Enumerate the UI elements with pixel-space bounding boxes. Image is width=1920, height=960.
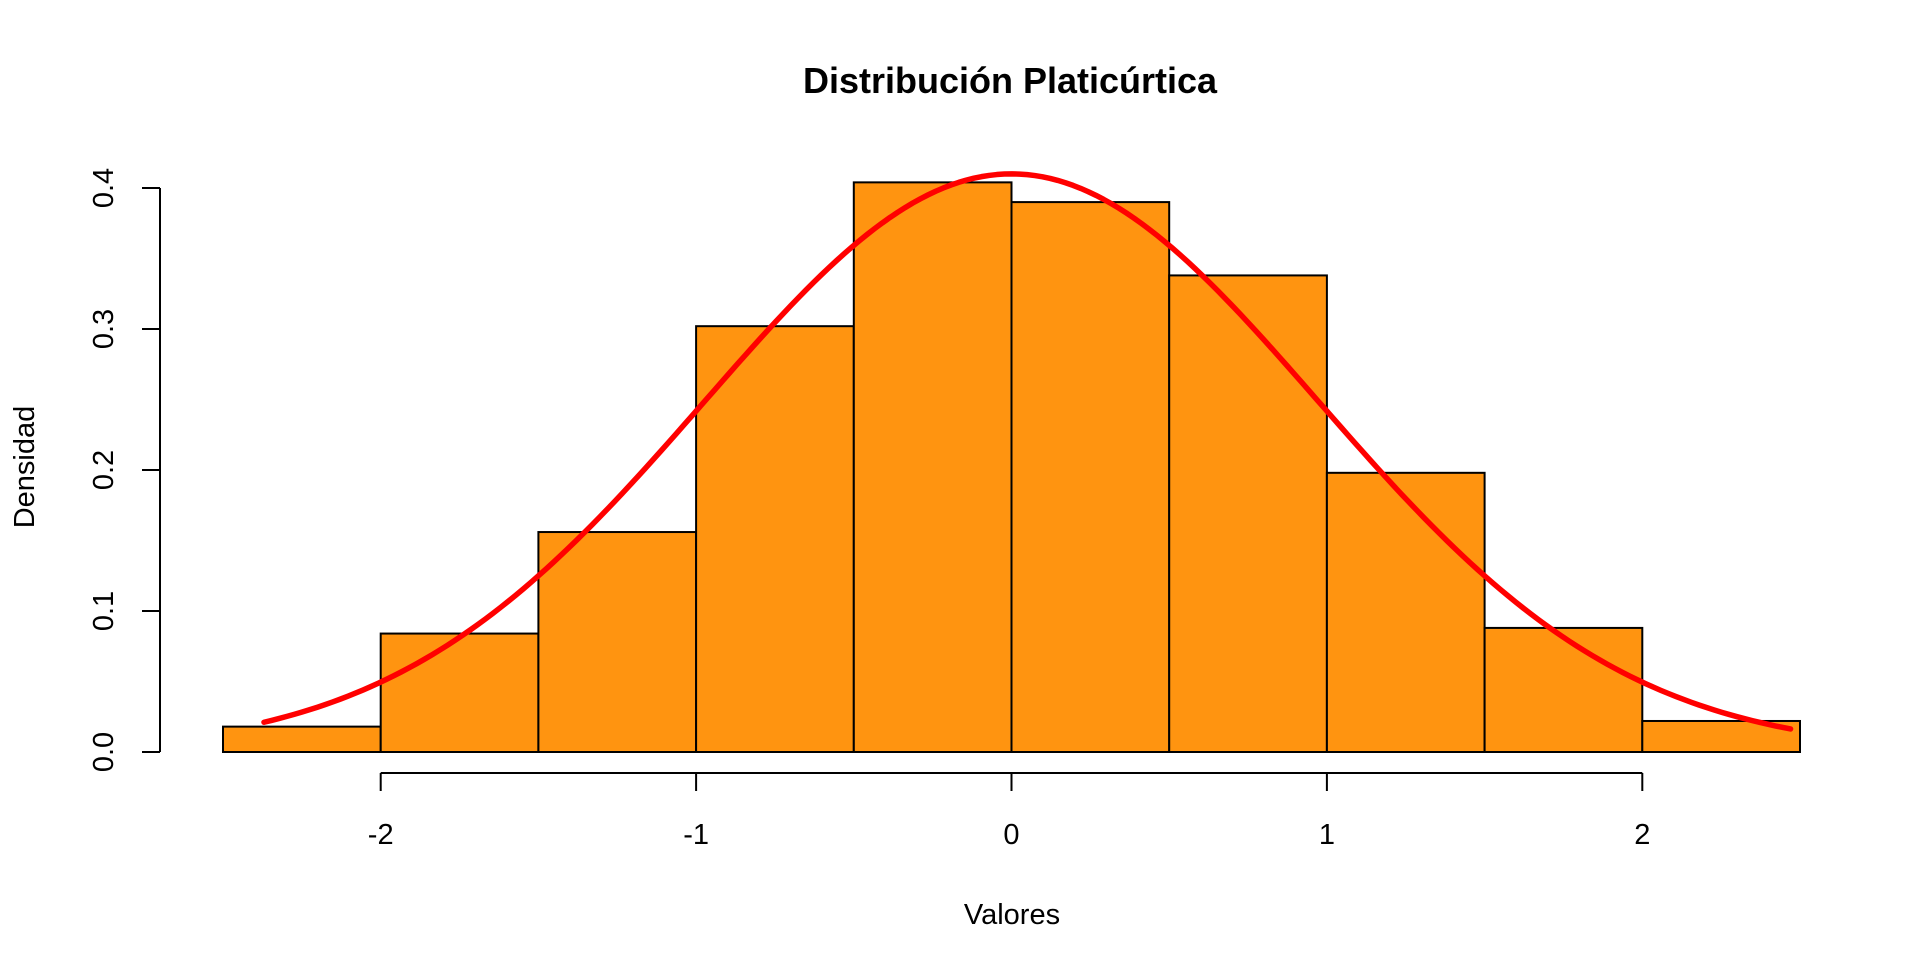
- histogram-bar: [1325, 471, 1486, 753]
- chart-title: Distribución Platicúrtica: [803, 60, 1218, 101]
- x-tick-label: 0: [1003, 819, 1019, 851]
- histogram-bar: [852, 181, 1013, 754]
- histogram-bar: [222, 725, 382, 753]
- density-curve: [261, 171, 1794, 732]
- y-tick-label: 0.1: [88, 591, 120, 631]
- x-tick-label: 2: [1634, 819, 1650, 851]
- y-tick-label: 0.2: [88, 450, 120, 490]
- x-axis: -2 -1 0 1 2: [368, 772, 1650, 851]
- y-axis-label: Densidad: [9, 406, 41, 529]
- histogram-bar: [1168, 274, 1328, 753]
- x-tick-label: -2: [368, 819, 394, 851]
- y-tick-label: 0.4: [88, 168, 120, 208]
- x-axis-label: Valores: [964, 899, 1060, 931]
- density-curve-layer: [261, 171, 1794, 732]
- y-tick-label: 0.0: [88, 732, 120, 772]
- x-tick-label: -1: [683, 819, 709, 851]
- histogram-bar: [695, 325, 855, 753]
- histogram-bar: [379, 632, 540, 753]
- y-tick-label: 0.3: [88, 309, 120, 349]
- histogram-bar: [1010, 201, 1171, 754]
- histogram-bar: [1483, 626, 1644, 753]
- histogram-bar: [537, 531, 698, 753]
- histogram-bars: [222, 181, 1802, 754]
- y-axis: 0.0 0.1 0.2 0.3 0.4: [88, 168, 161, 772]
- x-tick-label: 1: [1319, 819, 1335, 851]
